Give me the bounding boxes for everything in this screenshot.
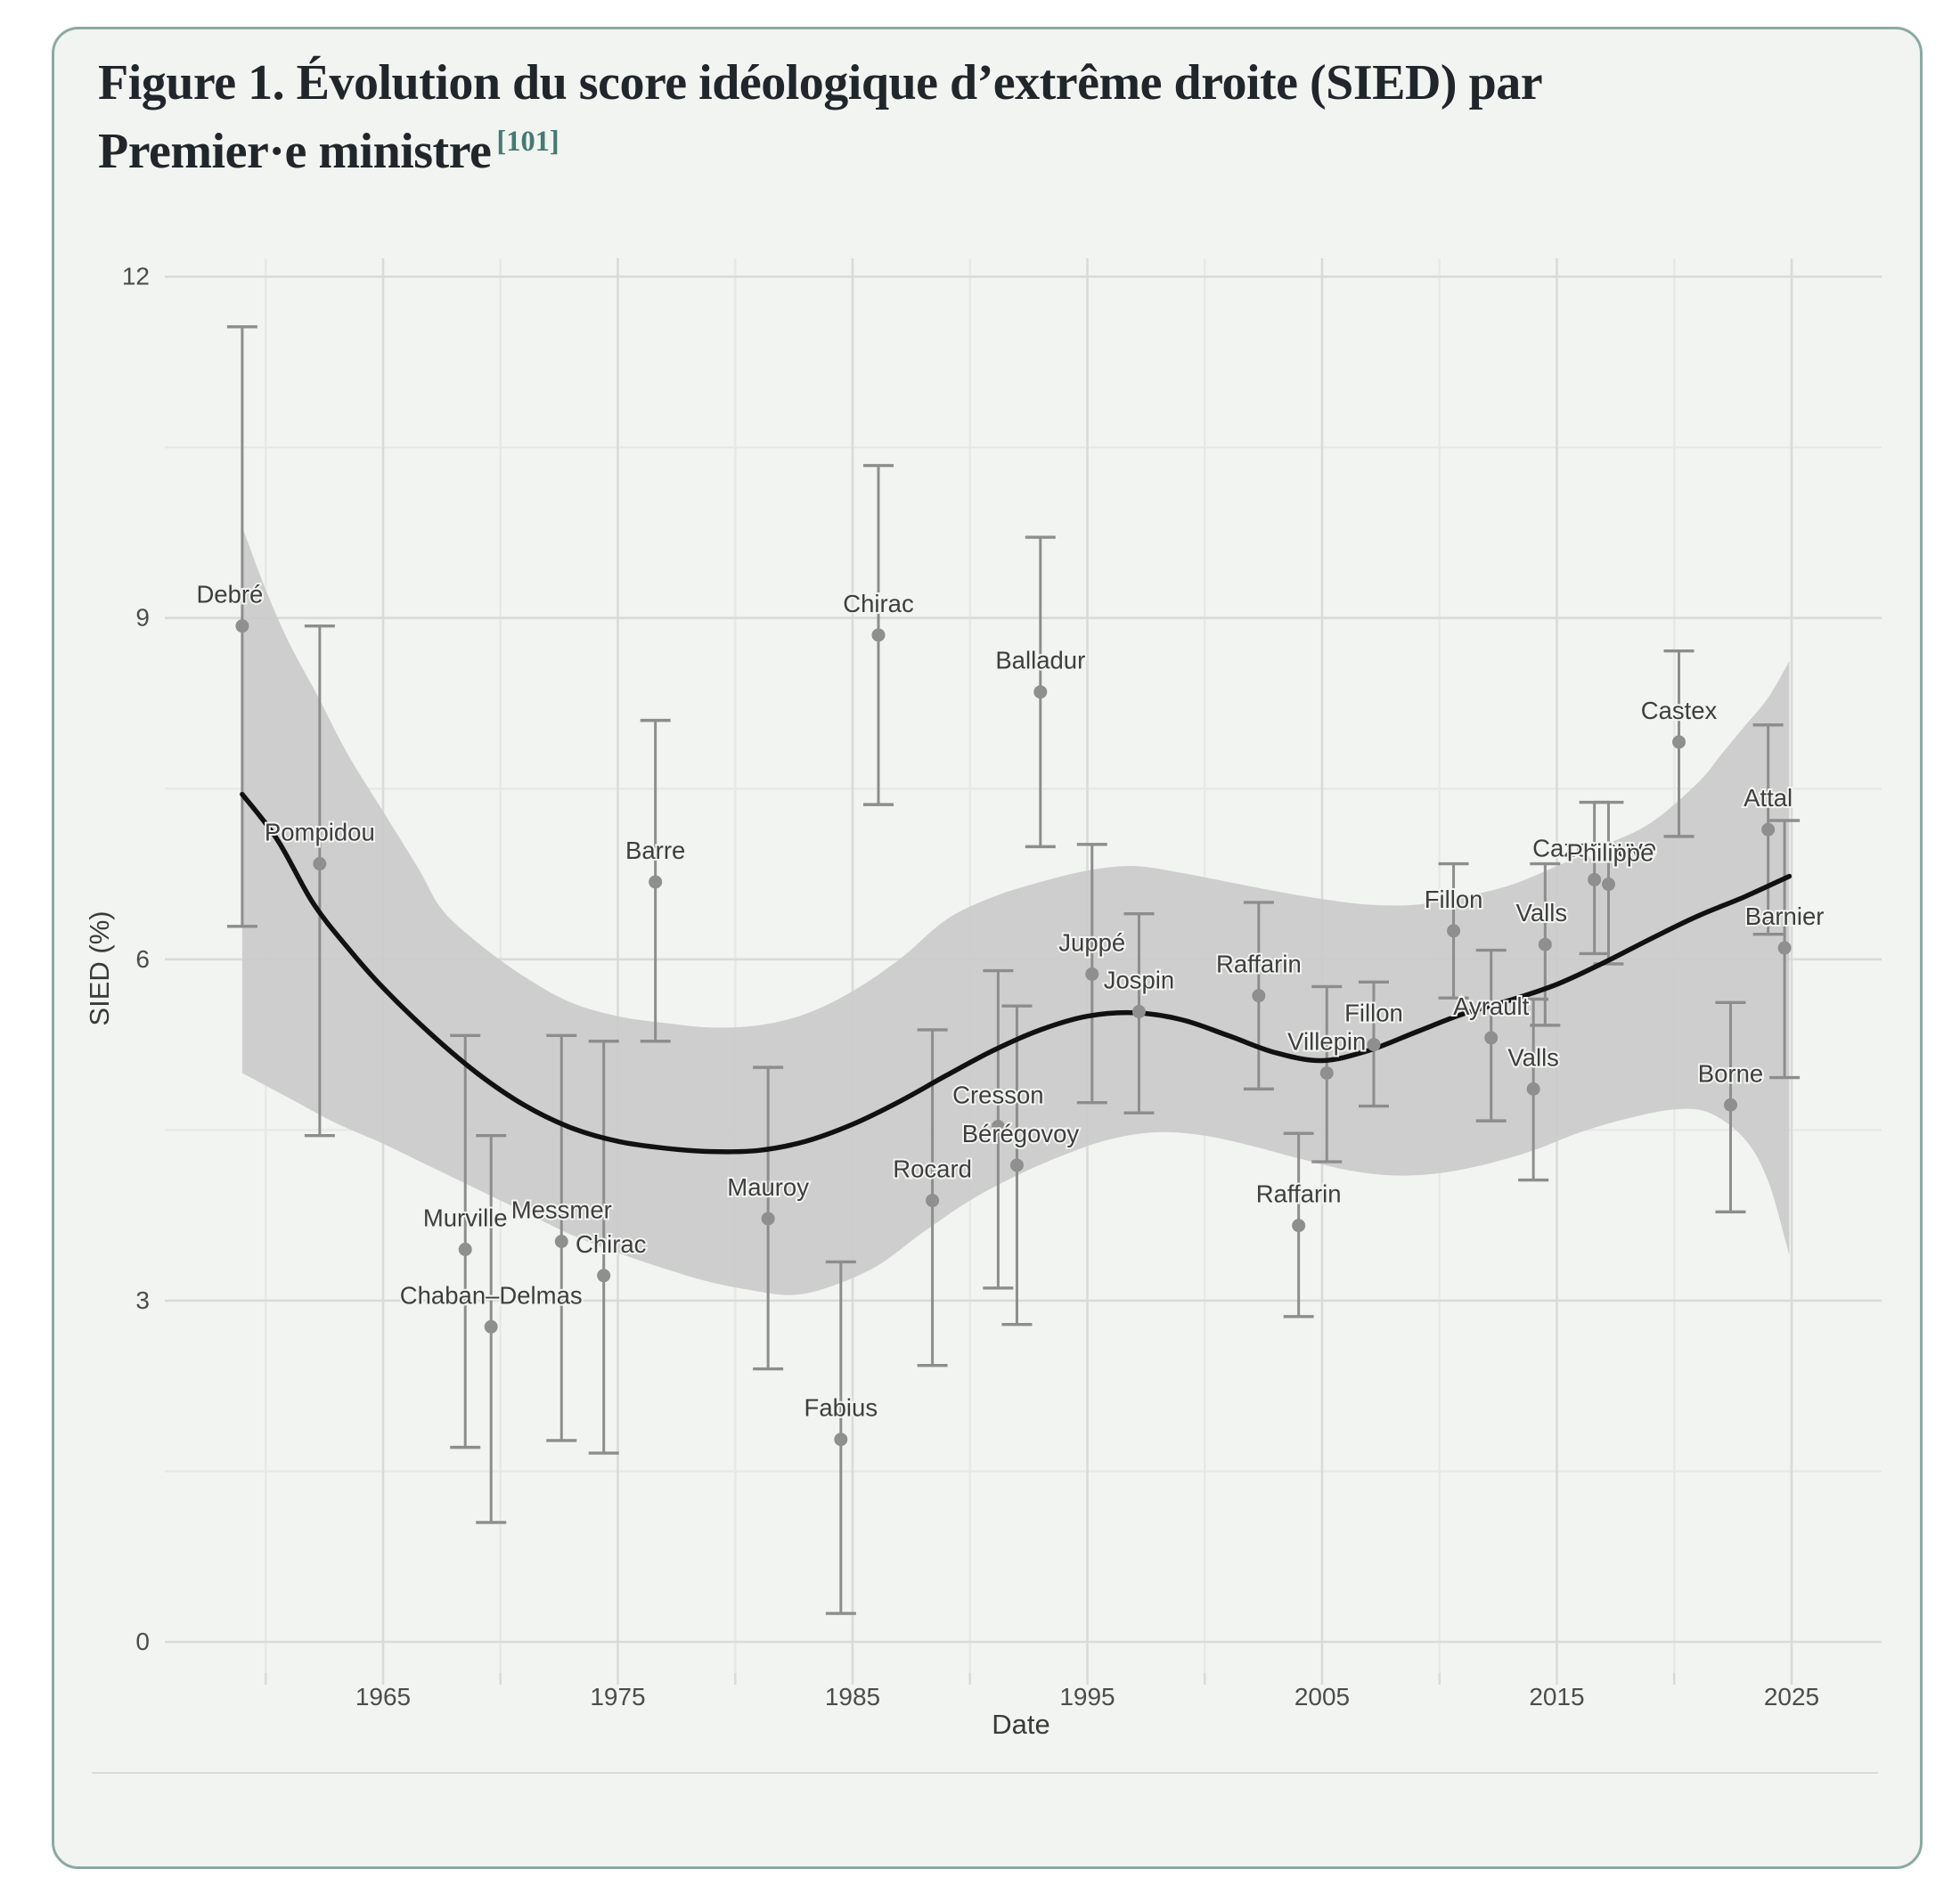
point-label: Valls	[1507, 1043, 1559, 1071]
data-point	[926, 1194, 940, 1208]
data-point	[1292, 1219, 1306, 1233]
point-label: Barnier	[1745, 902, 1825, 930]
point-label: Barre	[625, 837, 685, 864]
data-point	[1526, 1082, 1540, 1096]
data-point	[991, 1120, 1005, 1134]
point-label: Rocard	[893, 1155, 972, 1183]
point-label: Jospin	[1104, 967, 1175, 994]
point-label: Fillon	[1344, 1000, 1403, 1027]
point-label: Chaban–Delmas	[400, 1281, 583, 1309]
x-axis-tick-label: 2005	[1294, 1683, 1350, 1710]
point-label: Chirac	[843, 590, 914, 617]
point-label: Messmer	[511, 1196, 612, 1223]
data-point	[1252, 989, 1266, 1003]
data-point	[1777, 941, 1792, 955]
point-label: Attal	[1744, 784, 1793, 812]
point-label: Cazeneuve	[1532, 834, 1656, 861]
x-axis-tick-label: 2015	[1529, 1683, 1584, 1710]
data-point	[554, 1234, 568, 1248]
data-point	[1588, 872, 1602, 886]
point-label: Fabius	[804, 1394, 878, 1422]
point-label: Murville	[423, 1204, 508, 1231]
figure-title: Figure 1. Évolution du score idéologique…	[98, 49, 1844, 187]
point-label: Valls	[1516, 899, 1568, 927]
point-label: Balladur	[995, 647, 1085, 674]
point-label: Debré	[196, 581, 263, 608]
data-point	[1723, 1098, 1737, 1112]
x-axis-tick-label: 1995	[1059, 1683, 1115, 1710]
confidence-ribbon	[241, 527, 1790, 1295]
point-label: Cresson	[952, 1082, 1043, 1109]
data-point	[1484, 1031, 1499, 1045]
figure-title-line1: Figure 1. Évolution du score idéologique…	[98, 55, 1543, 110]
data-point	[235, 619, 249, 633]
y-axis-tick-label: 3	[135, 1286, 150, 1314]
point-label: Fillon	[1425, 886, 1483, 913]
data-point	[597, 1269, 611, 1283]
data-point	[649, 875, 663, 889]
data-point	[1447, 924, 1461, 938]
data-point	[484, 1319, 498, 1334]
x-axis-tick-label: 2025	[1764, 1683, 1819, 1710]
point-label: Bérégovoy	[962, 1120, 1080, 1147]
x-axis-tick-label: 1975	[590, 1683, 645, 1710]
data-point	[1033, 685, 1048, 699]
point-label: Villepin	[1287, 1028, 1366, 1056]
figure-divider	[92, 1772, 1878, 1774]
point-label: Ayrault	[1453, 992, 1529, 1020]
data-point	[871, 628, 886, 642]
x-axis-title: Date	[992, 1709, 1049, 1740]
point-label: Raffarin	[1216, 951, 1302, 978]
data-point	[458, 1242, 472, 1256]
y-axis-title: SIED (%)	[84, 910, 115, 1025]
data-point	[1009, 1158, 1024, 1172]
y-axis-tick-label: 9	[135, 604, 150, 632]
x-axis-tick-label: 1985	[825, 1683, 880, 1710]
point-label: Castex	[1641, 697, 1718, 724]
data-point	[1601, 878, 1615, 892]
data-point	[1761, 822, 1776, 837]
point-label: Chirac	[576, 1230, 647, 1258]
point-label: Raffarin	[1256, 1180, 1342, 1208]
trend-curve	[240, 791, 1793, 1155]
data-point	[1538, 937, 1552, 951]
data-point	[313, 857, 327, 871]
point-label: Mauroy	[727, 1173, 809, 1201]
point-label: Philippe	[1567, 839, 1654, 867]
point-label: Juppé	[1058, 928, 1125, 956]
data-point	[1131, 1005, 1146, 1019]
y-axis-tick-label: 12	[122, 263, 150, 290]
data-point	[1319, 1066, 1334, 1080]
point-label: Borne	[1698, 1059, 1763, 1087]
data-point	[1367, 1038, 1381, 1052]
y-axis-tick-label: 6	[135, 945, 150, 973]
data-point	[1672, 735, 1686, 749]
x-axis-tick-label: 1965	[355, 1683, 411, 1710]
y-axis-tick-label: 0	[135, 1628, 150, 1655]
footnote-reference-link[interactable]: [101]	[496, 125, 559, 158]
point-label: Pompidou	[265, 819, 375, 846]
figure-title-line2: Premier·e ministre	[98, 124, 492, 180]
data-point	[1085, 967, 1099, 981]
data-point	[834, 1433, 848, 1447]
data-point	[761, 1212, 775, 1226]
